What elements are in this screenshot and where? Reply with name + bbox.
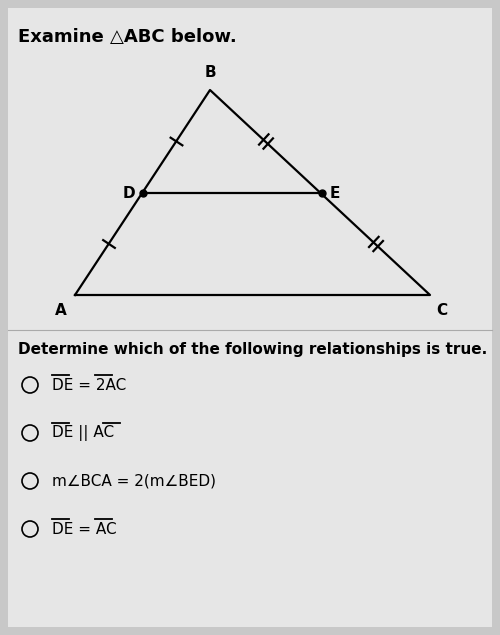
Text: DE || AC: DE || AC (52, 425, 114, 441)
Text: A: A (55, 303, 67, 318)
Text: B: B (204, 65, 216, 80)
Text: DE = AC: DE = AC (52, 521, 116, 537)
Text: C: C (436, 303, 447, 318)
Text: Examine △ABC below.: Examine △ABC below. (18, 28, 237, 46)
Text: E: E (330, 185, 340, 201)
FancyBboxPatch shape (8, 8, 492, 627)
Text: D: D (122, 185, 135, 201)
Text: m∠BCA = 2(m∠BED): m∠BCA = 2(m∠BED) (52, 474, 216, 488)
Text: Determine which of the following relationships is true.: Determine which of the following relatio… (18, 342, 487, 357)
Text: DE = 2AC: DE = 2AC (52, 377, 126, 392)
